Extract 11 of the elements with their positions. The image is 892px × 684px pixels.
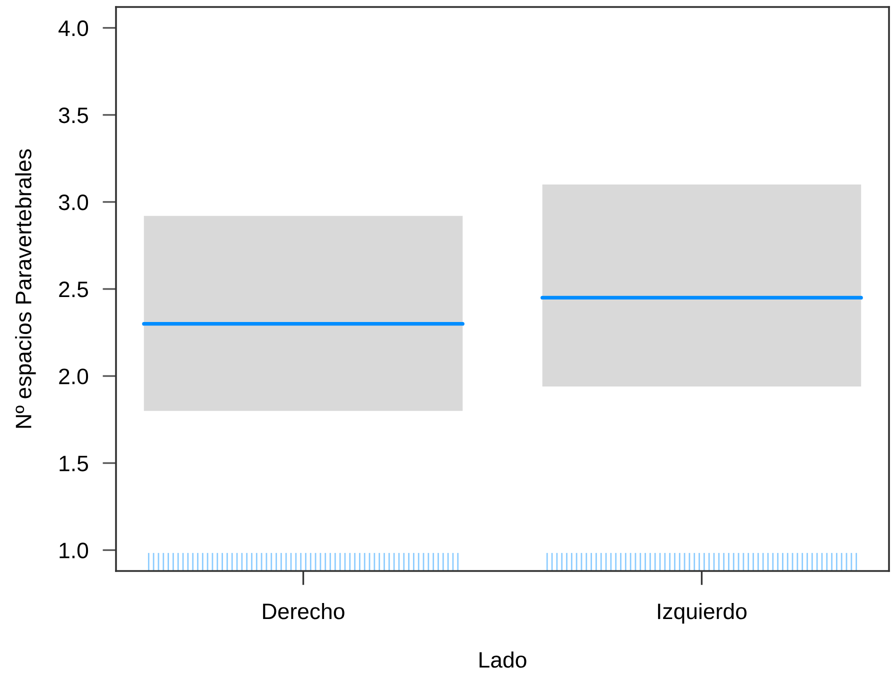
y-tick-label: 2.5 [59,282,88,298]
y-tick-label: 2.0 [59,368,88,384]
y-tick-label: 1.0 [60,542,88,558]
y-tick-label: 4.0 [58,20,88,36]
x-tick-label: Izquierdo [658,602,747,624]
y-tick-label: 1.5 [60,456,88,472]
x-tick-label: Derecho [263,602,344,620]
y-tick-label: 3.5 [58,107,88,124]
y-axis-title: Nº espacios Paravertebrales [15,149,36,428]
y-tick-label: 3.0 [58,194,88,210]
x-axis-title: Lado [480,651,526,668]
